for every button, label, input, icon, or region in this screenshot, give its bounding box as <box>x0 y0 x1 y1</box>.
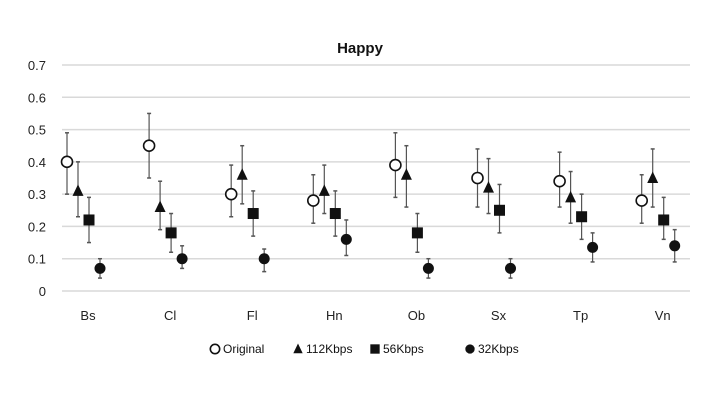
data-point-32kbps-ob <box>422 257 434 279</box>
y-tick-label: 0.2 <box>28 219 46 234</box>
y-tick-label: 0.4 <box>28 155 46 170</box>
marker-open-circle <box>306 194 320 207</box>
chart-title: Happy <box>337 40 384 57</box>
marker-square <box>329 208 341 220</box>
legend-label: 56Kbps <box>383 342 424 356</box>
marker-triangle <box>565 190 577 203</box>
legend-open-circle-icon <box>209 343 221 355</box>
legend-item-original: Original <box>209 342 264 356</box>
x-tick-label: Bs <box>80 308 96 323</box>
marker-triangle <box>318 184 330 196</box>
marker-filled-circle <box>422 262 434 274</box>
data-point-112kbps-ob <box>400 144 412 208</box>
marker-filled-circle <box>340 233 352 245</box>
data-point-112kbps-vn <box>647 148 659 208</box>
marker-filled-circle <box>176 253 188 265</box>
marker-open-circle <box>471 171 484 185</box>
marker-square <box>494 204 505 216</box>
marker-open-circle <box>553 174 566 188</box>
data-point-32kbps-hn <box>340 219 352 257</box>
x-tick-label: Tp <box>573 308 588 323</box>
legend-item-112kbps: 112Kbps <box>293 342 352 356</box>
marker-square <box>247 208 259 220</box>
marker-filled-circle <box>669 240 681 252</box>
marker-filled-circle <box>587 241 599 253</box>
marker-open-circle <box>635 194 649 207</box>
data-point-112kbps-hn <box>318 164 330 215</box>
data-point-56kbps-tp <box>576 193 588 241</box>
legend-label: Original <box>223 342 264 356</box>
x-tick-label: Sx <box>491 308 507 323</box>
y-tick-label: 0.5 <box>28 123 46 138</box>
legend-square-icon <box>370 344 380 354</box>
data-point-56kbps-cl <box>165 212 177 254</box>
data-point-32kbps-cl <box>176 245 188 270</box>
data-point-56kbps-bs <box>83 196 95 244</box>
y-tick-label: 0.6 <box>28 90 46 105</box>
legend-label: 112Kbps <box>306 342 352 356</box>
data-point-original-cl <box>142 112 156 179</box>
marker-open-circle <box>60 155 74 169</box>
marker-open-circle <box>224 187 238 201</box>
data-point-112kbps-fl <box>236 144 248 205</box>
marker-square <box>411 227 423 239</box>
marker-filled-circle <box>258 253 270 265</box>
y-axis-ticks: 0 0.1 0.2 0.3 0.4 0.5 0.6 0.7 <box>28 58 46 299</box>
data-point-original-bs <box>60 132 74 195</box>
data-point-112kbps-sx <box>483 157 494 215</box>
y-tick-label: 0.7 <box>28 58 46 73</box>
marker-triangle <box>72 184 84 196</box>
marker-square <box>83 214 95 226</box>
data-point-56kbps-hn <box>329 190 341 237</box>
legend: Original 112Kbps 56Kbps 32Kbps <box>209 342 519 356</box>
x-tick-label: Cl <box>164 308 176 323</box>
data-point-32kbps-sx <box>505 257 516 279</box>
legend-item-32kbps: 32Kbps <box>465 342 519 356</box>
marker-triangle <box>400 168 412 180</box>
data-point-32kbps-bs <box>94 257 106 279</box>
x-tick-label: Vn <box>655 308 671 323</box>
marker-square <box>576 211 588 223</box>
y-tick-label: 0 <box>39 284 46 299</box>
legend-filled-circle-icon <box>465 344 475 354</box>
data-point-original-tp <box>553 151 566 208</box>
gridlines <box>62 64 690 292</box>
x-tick-label: Fl <box>247 308 258 323</box>
x-tick-label: Hn <box>326 308 343 323</box>
marker-open-circle <box>142 139 156 153</box>
y-tick-label: 0.1 <box>28 252 46 267</box>
data-point-32kbps-fl <box>258 248 270 273</box>
legend-label: 32Kbps <box>478 342 519 356</box>
x-axis-ticks: Bs Cl Fl Hn Ob Sx Tp Vn <box>80 308 670 323</box>
data-marks <box>60 112 681 279</box>
data-point-112kbps-bs <box>72 161 84 218</box>
data-point-original-ob <box>389 132 402 199</box>
data-point-original-fl <box>224 164 238 218</box>
data-point-original-sx <box>471 148 484 208</box>
marker-triangle <box>236 168 248 180</box>
marker-filled-circle <box>94 262 106 274</box>
x-tick-label: Ob <box>408 308 425 323</box>
marker-square <box>658 214 670 226</box>
marker-filled-circle <box>505 262 516 274</box>
data-point-56kbps-fl <box>247 190 259 237</box>
marker-triangle <box>483 181 494 193</box>
y-tick-label: 0.3 <box>28 187 46 202</box>
legend-item-56kbps: 56Kbps <box>370 342 424 356</box>
marker-triangle <box>154 200 166 213</box>
data-point-32kbps-vn <box>669 228 681 263</box>
data-point-56kbps-sx <box>494 183 505 234</box>
data-point-56kbps-vn <box>658 196 670 241</box>
data-point-original-vn <box>635 174 649 224</box>
data-point-56kbps-ob <box>411 212 423 254</box>
marker-open-circle <box>389 158 402 172</box>
data-point-112kbps-tp <box>565 170 577 224</box>
data-point-112kbps-cl <box>154 180 166 231</box>
marker-triangle <box>647 171 659 183</box>
marker-square <box>165 227 177 239</box>
legend-triangle-icon <box>293 343 303 354</box>
data-point-32kbps-tp <box>587 232 599 263</box>
data-point-original-hn <box>306 174 320 224</box>
